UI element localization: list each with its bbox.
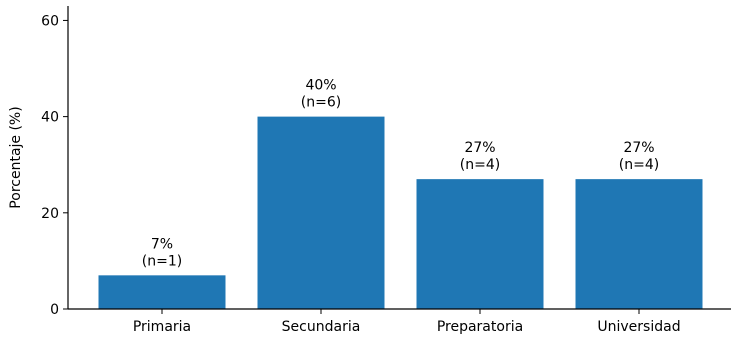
bar-count-label: (n=4) [460, 157, 500, 173]
bar-secundaria [257, 116, 385, 309]
bar-count-label: (n=4) [619, 157, 659, 173]
bar-count-label: (n=1) [142, 253, 182, 269]
bar-value-label: 27% [623, 140, 654, 156]
bar-value-label: 27% [464, 140, 495, 156]
bar-value-label: 7% [151, 236, 173, 252]
y-tick-label: 0 [50, 302, 59, 318]
bar-value-label: 40% [305, 78, 336, 94]
y-axis-label: Porcentaje (%) [8, 106, 24, 208]
bar-preparatoria [416, 179, 544, 309]
x-axis-ticks: Primaria Secundaria Preparatoria Universida… [133, 309, 681, 335]
bar-universidad [575, 179, 703, 309]
x-tick-label-preparatoria: Preparatoria [437, 319, 523, 335]
y-tick-label: 60 [41, 13, 59, 29]
bar-count-label: (n=6) [301, 95, 341, 111]
x-tick-label-secundaria: Secundaria [282, 319, 361, 335]
x-tick-label-primaria: Primaria [133, 319, 191, 335]
y-tick-label: 40 [41, 110, 59, 126]
bars-group [98, 116, 703, 309]
bar-primaria [98, 275, 226, 309]
y-axis-ticks: 0 20 40 60 [41, 13, 68, 318]
x-tick-label-universidad: Universidad [597, 319, 680, 335]
y-tick-label: 20 [41, 206, 59, 222]
bar-labels-group: (n=1)7%(n=6)40%(n=4)27%(n=4)27% [142, 78, 659, 270]
